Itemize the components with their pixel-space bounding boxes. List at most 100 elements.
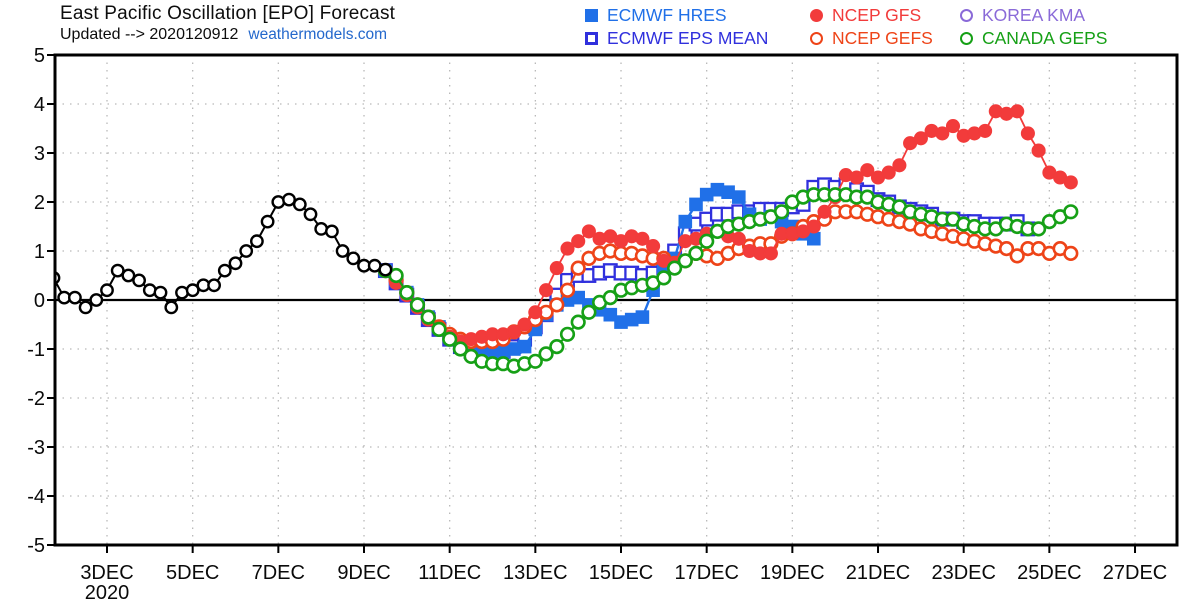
x-axis-tick-label: 27DEC	[1103, 562, 1167, 584]
legend-label: NCEP GEFS	[832, 28, 933, 48]
circle-open-marker-icon	[960, 9, 973, 22]
series-layer	[55, 104, 1079, 374]
data-point-marker	[560, 241, 575, 256]
legend-label: KOREA KMA	[982, 5, 1086, 25]
data-point-marker	[1063, 175, 1078, 190]
data-point-marker	[571, 234, 586, 249]
data-point-marker	[517, 339, 532, 354]
y-axis-tick-label: 4	[34, 94, 45, 116]
legend-item-ncep-gefs: NCEP GEFS	[810, 28, 960, 49]
data-point-marker	[228, 256, 243, 271]
data-point-marker	[517, 317, 532, 332]
data-point-marker	[817, 204, 832, 219]
data-point-marker	[335, 244, 350, 258]
data-point-marker	[217, 263, 232, 278]
data-point-marker	[282, 192, 296, 207]
data-point-marker	[998, 241, 1015, 257]
data-point-marker	[506, 324, 521, 339]
data-point-marker	[378, 262, 393, 277]
data-point-marker	[666, 260, 683, 276]
data-point-marker	[581, 304, 597, 320]
square-open-marker-icon	[585, 32, 598, 45]
data-point-marker	[1020, 126, 1035, 141]
y-axis-tick-label: 0	[34, 290, 45, 312]
legend-item-canada-geps: CANADA GEPS	[960, 28, 1107, 49]
x-axis-tick-label: 25DEC	[1017, 562, 1081, 584]
circle-filled-marker-icon	[810, 9, 823, 22]
y-axis-tick-label: -4	[27, 486, 45, 508]
x-axis-tick-label: 21DEC	[846, 562, 910, 584]
legend-label: NCEP GFS	[832, 5, 922, 25]
x-axis-tick-label: 15DEC	[589, 562, 653, 584]
data-point-marker	[732, 190, 746, 204]
data-point-marker	[260, 214, 275, 229]
data-point-marker	[581, 224, 596, 239]
data-point-marker	[549, 261, 564, 276]
circle-open-marker-icon	[810, 32, 823, 45]
circle-open-marker-icon	[960, 32, 973, 45]
x-axis-tick-label: 3DEC	[80, 562, 133, 584]
data-point-marker	[420, 309, 436, 325]
x-axis-tick-label: 19DEC	[760, 562, 824, 584]
x-axis-tick-label: 17DEC	[674, 562, 738, 584]
data-point-marker	[549, 339, 565, 355]
data-point-marker	[388, 267, 404, 284]
x-axis-tick-label: 13DEC	[503, 562, 567, 584]
data-point-marker	[773, 204, 790, 220]
data-point-marker	[763, 246, 778, 261]
data-point-marker	[539, 283, 554, 298]
data-point-marker	[570, 314, 586, 330]
data-point-marker	[207, 278, 222, 293]
data-point-marker	[1063, 245, 1079, 261]
legend-item-ecmwf-hres: ECMWF HRES	[585, 5, 810, 26]
data-point-marker	[239, 244, 254, 258]
legend-label: ECMWF EPS MEAN	[607, 28, 769, 48]
data-point-marker	[849, 170, 864, 185]
legend-item-ncep-gfs: NCEP GFS	[810, 5, 960, 26]
data-point-marker	[635, 310, 650, 324]
data-point-marker	[699, 233, 715, 249]
data-point-marker	[892, 158, 907, 173]
legend-label: ECMWF HRES	[607, 5, 727, 25]
data-point-marker	[945, 119, 961, 134]
data-point-marker	[635, 231, 650, 246]
data-point-marker	[527, 353, 543, 369]
data-point-marker	[132, 273, 147, 288]
data-point-marker	[913, 131, 928, 146]
y-axis-tick-label: 2	[34, 192, 45, 214]
data-point-marker	[431, 321, 447, 338]
y-axis-tick-label: -1	[27, 339, 45, 361]
data-point-marker	[121, 268, 136, 283]
legend-item-ecmwf-eps-mean: ECMWF EPS MEAN	[585, 28, 810, 49]
data-point-marker	[442, 331, 458, 347]
data-point-marker	[324, 224, 339, 239]
data-point-marker	[292, 197, 307, 212]
x-axis-tick-label: 9DEC	[337, 562, 390, 584]
data-point-marker	[78, 300, 93, 315]
data-point-marker	[549, 297, 565, 313]
updated-timestamp: Updated --> 2020120912	[60, 26, 239, 43]
legend-item-korea-kma: KOREA KMA	[960, 5, 1107, 26]
x-axis-tick-label: 5DEC	[166, 562, 219, 584]
data-point-marker	[538, 346, 554, 362]
chart-subtitle: Updated --> 2020120912 weathermodels.com	[60, 26, 387, 44]
weathermodels-site-link: weathermodels.com	[248, 26, 388, 43]
data-point-marker	[100, 283, 114, 298]
y-axis-tick-label: -2	[27, 388, 45, 410]
square-filled-marker-icon	[585, 9, 598, 22]
data-point-marker	[935, 126, 950, 141]
x-axis-year-label: 2020	[85, 582, 130, 600]
legend: ECMWF HRES NCEP GFS KOREA KMA ECMWF EPS …	[585, 4, 1107, 50]
data-point-marker	[559, 282, 576, 298]
x-axis-tick-label: 7DEC	[252, 562, 305, 584]
data-point-marker	[303, 207, 318, 222]
x-axis-tick-label: 11DEC	[418, 562, 481, 584]
data-point-marker	[68, 290, 82, 305]
series-observed	[55, 192, 393, 315]
y-axis-tick-label: 1	[34, 241, 45, 263]
data-point-marker	[1031, 143, 1046, 158]
data-point-marker	[688, 245, 704, 261]
data-point-marker	[185, 283, 200, 298]
